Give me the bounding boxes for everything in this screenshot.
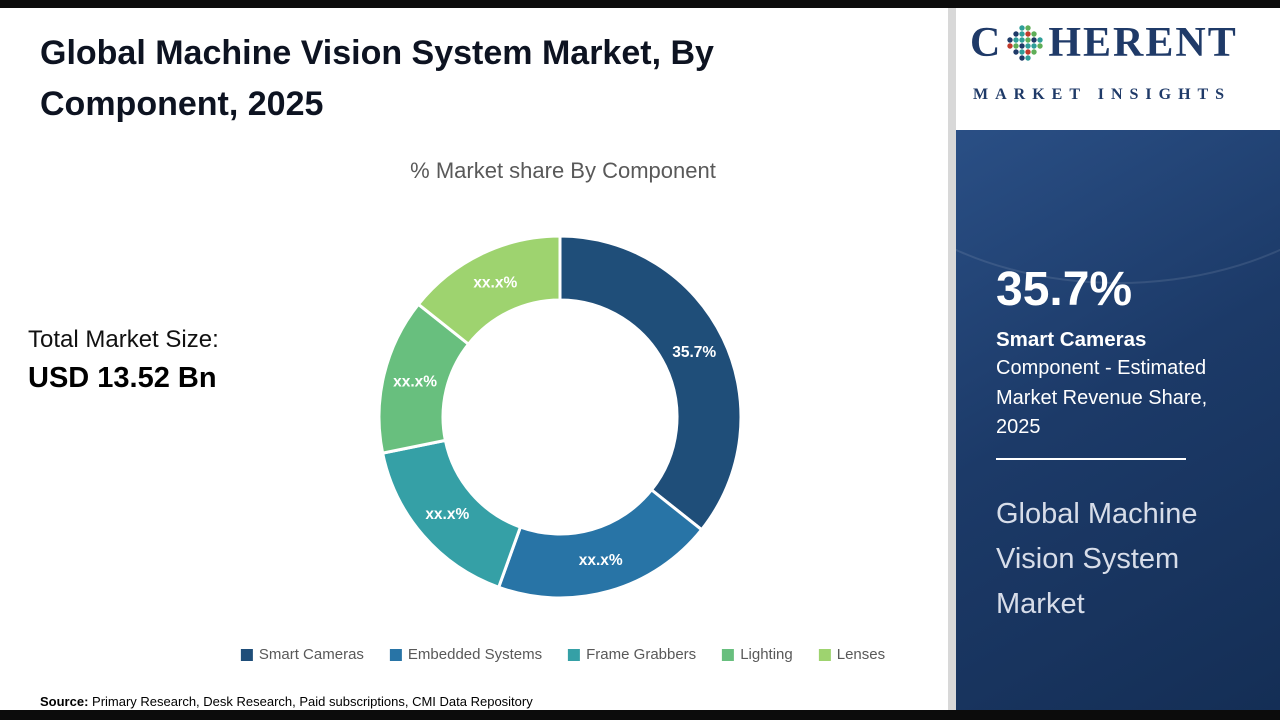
legend-item-0: Smart Cameras	[240, 646, 364, 663]
legend-swatch	[722, 648, 735, 661]
segment-label-3: xx.x%	[393, 374, 437, 391]
logo-letter-c: C	[970, 20, 1003, 66]
logo-tagline: MARKET INSIGHTS	[973, 86, 1232, 103]
total-market-size-label: Total Market Size:	[28, 326, 219, 353]
page-title: Global Machine Vision System Market, By …	[40, 34, 714, 123]
source-text: Primary Research, Desk Research, Paid su…	[88, 694, 533, 709]
legend-item-3: Lighting	[722, 646, 793, 663]
chart-legend: Smart Cameras Embedded Systems Frame Grabb…	[240, 646, 886, 663]
segment-label-2: xx.x%	[425, 506, 469, 523]
right-sidebar: C HERENT MARKET INSIGHTS 35.7% Smart Cam…	[956, 0, 1280, 720]
donut-chart-container: 35.7% xx.x% xx.x% xx.x% xx.x%	[350, 207, 770, 627]
legend-swatch	[568, 648, 581, 661]
highlight-stat-segment: Smart Cameras	[996, 328, 1147, 351]
segment-label-4: xx.x%	[473, 274, 517, 291]
legend-swatch	[240, 648, 253, 661]
report-title: Global Machine Vision System Market	[996, 498, 1198, 620]
legend-item-2: Frame Grabbers	[568, 646, 696, 663]
company-logo: C HERENT	[970, 22, 1238, 64]
globe-icon	[1007, 25, 1044, 61]
legend-item-1: Embedded Systems	[389, 646, 543, 663]
segment-label-0: 35.7%	[672, 344, 716, 361]
legend-swatch	[389, 648, 402, 661]
segment-label-1: xx.x%	[579, 552, 623, 569]
donut-chart: 35.7% xx.x% xx.x% xx.x% xx.x%	[377, 234, 743, 600]
logo-area: C HERENT MARKET INSIGHTS	[956, 0, 1280, 130]
legend-swatch	[818, 648, 831, 661]
source-label: Source:	[40, 694, 89, 709]
legend-label: Lighting	[740, 646, 793, 663]
logo-letters-rest: HERENT	[1048, 20, 1238, 66]
legend-label: Smart Cameras	[258, 646, 364, 663]
donut-segment-0	[558, 234, 743, 532]
sidebar-panel: 35.7% Smart Cameras Component - Estimate…	[956, 130, 1280, 720]
highlight-stat-value: 35.7%	[996, 263, 1133, 316]
vertical-divider	[948, 0, 956, 720]
bottom-border-bar	[0, 710, 1280, 720]
chart-subtitle: % Market share By Component	[410, 158, 716, 183]
highlight-stat-description: Component - Estimated Market Revenue Sha…	[996, 357, 1208, 438]
legend-label: Frame Grabbers	[586, 646, 697, 663]
source-line: Source: Primary Research, Desk Research,…	[40, 694, 533, 709]
legend-label: Embedded Systems	[407, 646, 543, 663]
donut-segment-1	[497, 488, 704, 600]
legend-item-4: Lenses	[818, 646, 886, 663]
sidebar-divider-line	[996, 458, 1186, 460]
legend-label: Lenses	[836, 646, 886, 663]
total-market-size-value: USD 13.52 Bn	[28, 362, 217, 394]
top-border-bar	[0, 0, 1280, 8]
donut-segment-4	[416, 234, 562, 346]
